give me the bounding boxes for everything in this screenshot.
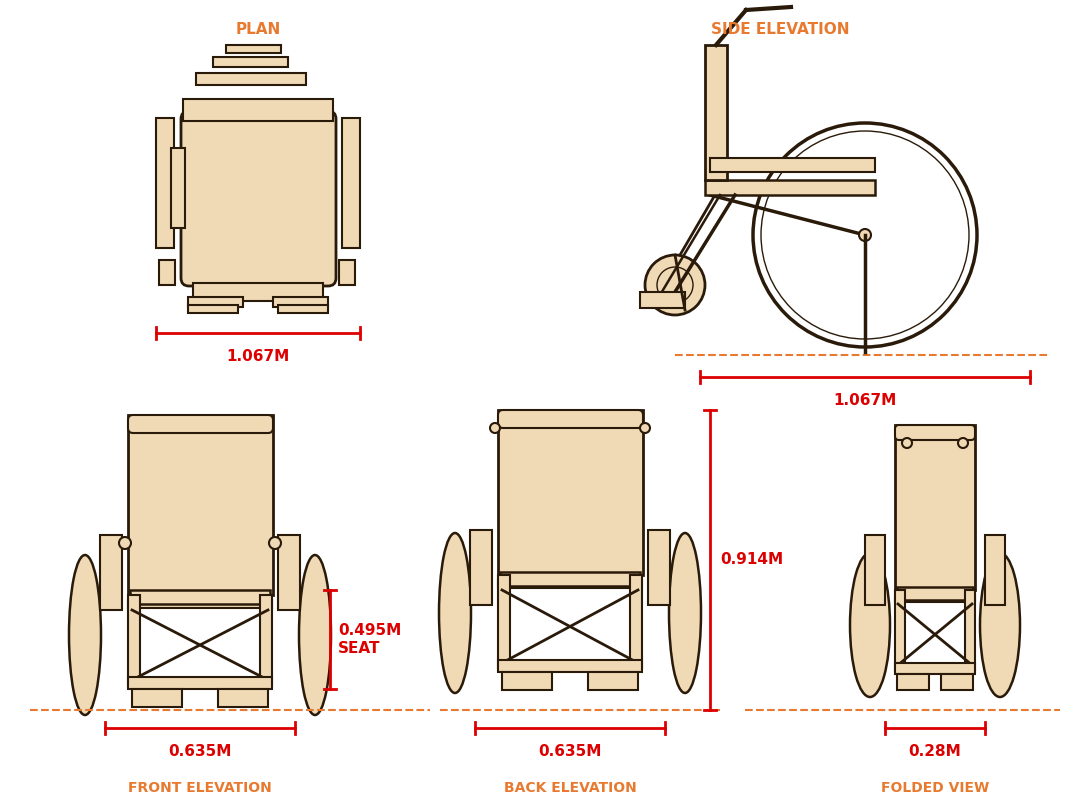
Bar: [470, 530, 493, 605]
Bar: [630, 575, 642, 668]
Text: 0.635M: 0.635M: [539, 744, 602, 759]
Text: FOLDED VIEW: FOLDED VIEW: [881, 781, 989, 795]
Circle shape: [490, 423, 500, 433]
Bar: [895, 663, 975, 674]
Ellipse shape: [69, 555, 101, 715]
Text: 0.914M: 0.914M: [720, 553, 783, 568]
Text: SIDE ELEVATION: SIDE ELEVATION: [710, 22, 849, 38]
Bar: [865, 535, 885, 605]
Ellipse shape: [850, 553, 890, 697]
Ellipse shape: [668, 533, 701, 693]
Bar: [128, 677, 271, 689]
Text: 0.28M: 0.28M: [909, 744, 961, 759]
Bar: [498, 580, 642, 588]
Circle shape: [119, 537, 131, 549]
Ellipse shape: [980, 553, 1020, 697]
Bar: [128, 415, 273, 595]
Bar: [648, 530, 670, 605]
Text: 1.067M: 1.067M: [226, 349, 290, 364]
Ellipse shape: [439, 533, 471, 693]
Bar: [897, 587, 973, 600]
Bar: [132, 689, 182, 707]
Bar: [895, 595, 975, 602]
Text: 0.495M
SEAT: 0.495M SEAT: [338, 623, 401, 656]
FancyBboxPatch shape: [128, 415, 273, 433]
Text: 0.635M: 0.635M: [168, 744, 232, 759]
Bar: [183, 99, 333, 121]
Bar: [214, 57, 288, 67]
Circle shape: [645, 255, 705, 315]
Text: PLAN: PLAN: [235, 22, 281, 38]
Bar: [196, 73, 306, 85]
Bar: [226, 45, 281, 53]
Bar: [193, 283, 323, 301]
Bar: [100, 535, 122, 610]
Bar: [188, 297, 242, 307]
FancyBboxPatch shape: [181, 111, 336, 286]
Bar: [278, 535, 300, 610]
Bar: [156, 118, 174, 248]
Bar: [130, 590, 270, 604]
Bar: [941, 674, 973, 690]
Text: 1.067M: 1.067M: [834, 393, 897, 408]
Bar: [588, 672, 638, 690]
Bar: [218, 689, 268, 707]
Bar: [500, 572, 640, 586]
Bar: [159, 260, 175, 285]
Bar: [895, 425, 975, 590]
Bar: [128, 600, 271, 608]
Text: FRONT ELEVATION: FRONT ELEVATION: [128, 781, 271, 795]
Bar: [128, 595, 139, 685]
Bar: [260, 595, 271, 685]
Bar: [498, 575, 510, 668]
Bar: [273, 297, 328, 307]
Bar: [895, 590, 905, 670]
Bar: [171, 148, 185, 228]
Bar: [985, 535, 1005, 605]
Bar: [965, 590, 975, 670]
Bar: [339, 260, 355, 285]
Circle shape: [859, 229, 871, 241]
Text: BACK ELEVATION: BACK ELEVATION: [503, 781, 636, 795]
Circle shape: [902, 438, 912, 448]
FancyBboxPatch shape: [895, 425, 975, 440]
Bar: [705, 180, 874, 195]
Bar: [502, 672, 552, 690]
Bar: [498, 410, 643, 575]
Bar: [278, 305, 328, 313]
Ellipse shape: [299, 555, 330, 715]
Circle shape: [269, 537, 281, 549]
Circle shape: [958, 438, 968, 448]
Bar: [640, 292, 685, 308]
Bar: [498, 660, 642, 672]
Circle shape: [640, 423, 650, 433]
Bar: [897, 674, 929, 690]
Bar: [705, 45, 727, 180]
Bar: [342, 118, 361, 248]
Bar: [188, 305, 238, 313]
FancyBboxPatch shape: [498, 410, 643, 428]
Bar: [710, 158, 874, 172]
